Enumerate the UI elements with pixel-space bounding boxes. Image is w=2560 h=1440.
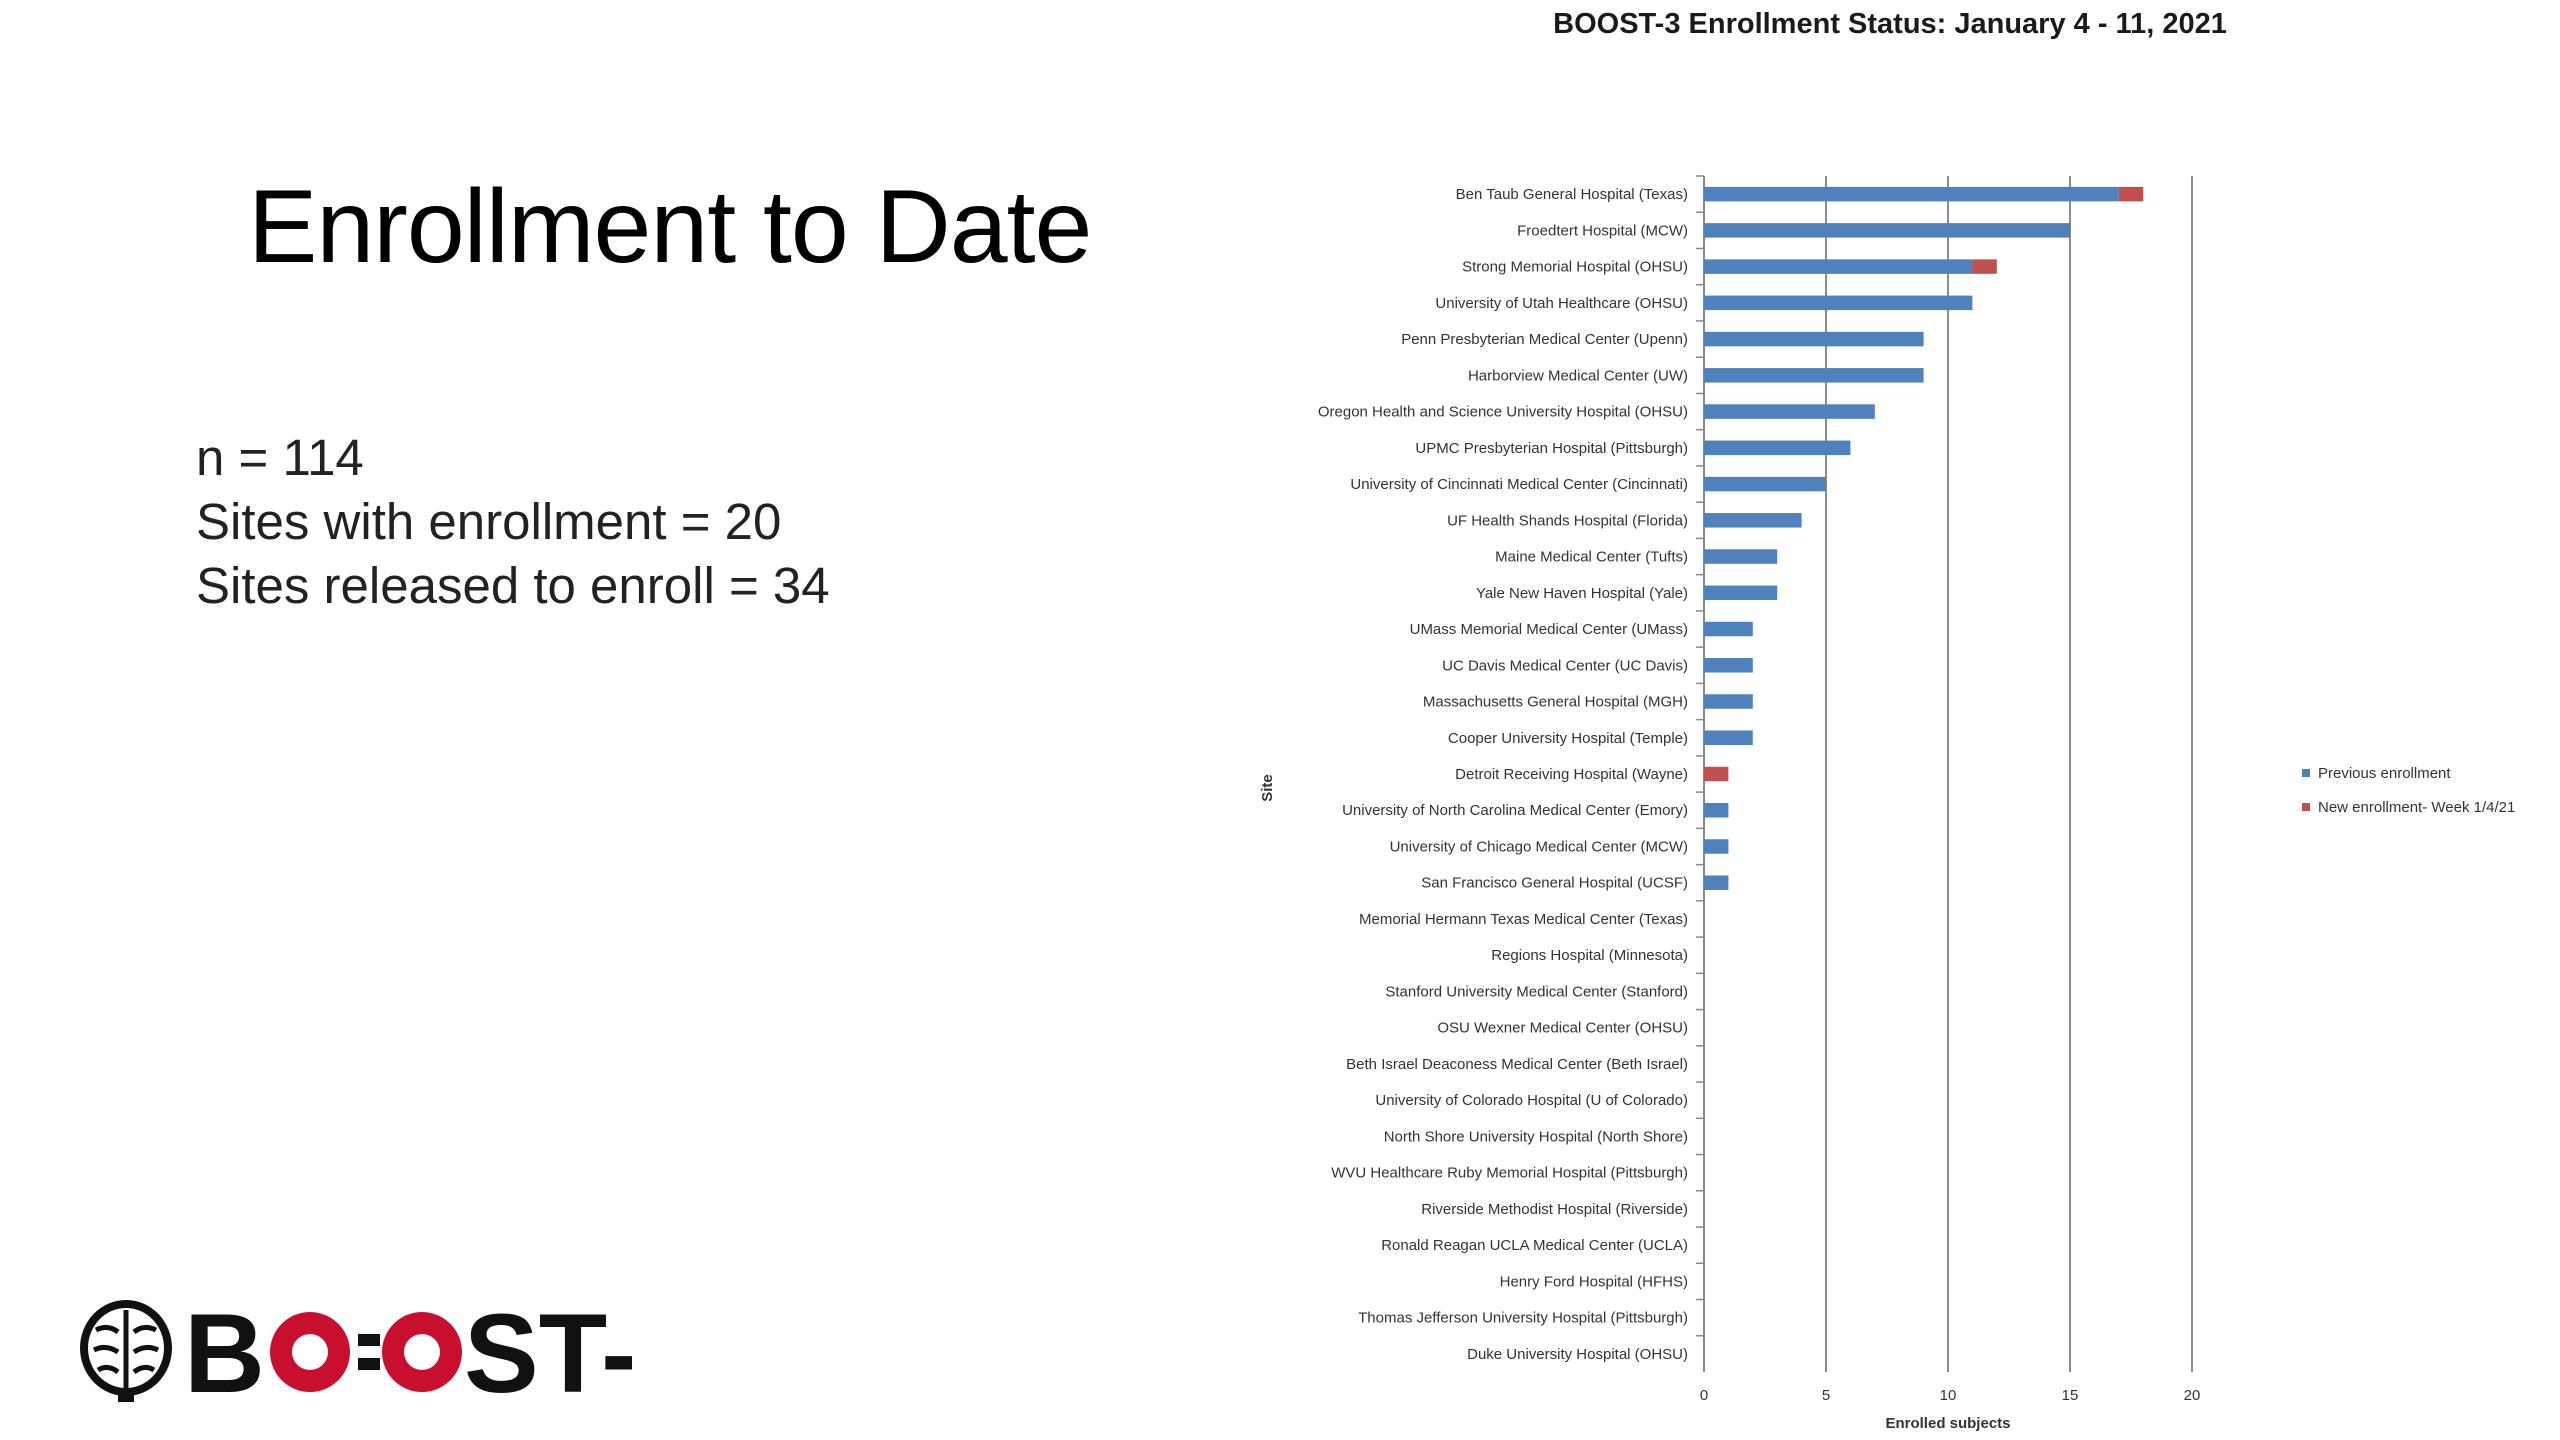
- category-label: Yale New Haven Hospital (Yale): [1476, 585, 1688, 602]
- y-axis-label: Site: [1259, 774, 1276, 802]
- category-label: University of Chicago Medical Center (MC…: [1390, 838, 1688, 855]
- category-label: University of Colorado Hospital (U of Co…: [1375, 1092, 1688, 1109]
- stat-sites-with-enrollment: Sites with enrollment = 20: [196, 493, 782, 550]
- boost3-logo-graphic: B ST-3: [80, 1291, 632, 1408]
- bar-previous: [1704, 440, 1851, 456]
- category-label: North Shore University Hospital (North S…: [1384, 1128, 1688, 1145]
- category-label: Henry Ford Hospital (HFHS): [1500, 1273, 1688, 1290]
- category-label: Thomas Jefferson University Hospital (Pi…: [1358, 1310, 1688, 1327]
- bar-previous: [1704, 730, 1753, 746]
- bar-previous: [1704, 549, 1778, 564]
- bar-previous: [1704, 295, 1973, 311]
- category-label: OSU Wexner Medical Center (OHSU): [1437, 1020, 1688, 1037]
- bar-previous: [1704, 331, 1924, 347]
- bar-previous: [1704, 621, 1753, 637]
- category-label: Riverside Methodist Hospital (Riverside): [1421, 1201, 1688, 1218]
- bar-previous: [1704, 259, 1973, 274]
- legend-label-new: New enrollment- Week 1/4/21: [2318, 798, 2516, 816]
- category-label: UMass Memorial Medical Center (UMass): [1410, 621, 1688, 638]
- svg-text:B: B: [184, 1291, 265, 1408]
- category-label: Stanford University Medical Center (Stan…: [1385, 983, 1688, 1000]
- category-label: UC Davis Medical Center (UC Davis): [1442, 657, 1688, 674]
- legend-item-previous: Previous enrollment: [2302, 756, 2515, 790]
- bar-previous: [1704, 223, 2070, 238]
- category-label: Regions Hospital (Minnesota): [1491, 947, 1688, 964]
- bar-previous: [1704, 802, 1729, 818]
- bar-previous: [1704, 839, 1729, 854]
- bar-new: [1704, 766, 1729, 782]
- chart-legend: Previous enrollment New enrollment- Week…: [2302, 756, 2515, 824]
- legend-swatch-previous: [2302, 769, 2310, 777]
- x-tick-label: 0: [1700, 1387, 1708, 1404]
- bar-new: [2118, 186, 2144, 202]
- category-label: Massachusetts General Hospital (MGH): [1423, 694, 1688, 711]
- stat-n: n = 114: [196, 429, 364, 486]
- bar-new: [1972, 259, 1997, 274]
- legend-item-new: New enrollment- Week 1/4/21: [2302, 790, 2515, 824]
- bar-previous: [1704, 585, 1778, 601]
- category-label: Ronald Reagan UCLA Medical Center (UCLA): [1381, 1237, 1688, 1254]
- bar-previous: [1704, 476, 1826, 492]
- category-label: University of Utah Healthcare (OHSU): [1435, 295, 1688, 312]
- category-label: Oregon Health and Science University Hos…: [1318, 404, 1688, 421]
- chart-title: BOOST-3 Enrollment Status: January 4 - 1…: [1553, 8, 2227, 40]
- category-label: Strong Memorial Hospital (OHSU): [1462, 259, 1688, 276]
- category-label: Beth Israel Deaconess Medical Center (Be…: [1346, 1056, 1688, 1073]
- category-label: Cooper University Hospital (Temple): [1448, 730, 1688, 747]
- category-label: Duke University Hospital (OHSU): [1467, 1346, 1688, 1363]
- bar-previous: [1704, 694, 1753, 709]
- legend-swatch-new: [2302, 803, 2310, 811]
- x-tick-label: 10: [1940, 1387, 1957, 1404]
- boost3-logo: B ST-3: [72, 1288, 632, 1408]
- category-label: Ben Taub General Hospital (Texas): [1456, 186, 1688, 203]
- category-label: Froedtert Hospital (MCW): [1517, 222, 1688, 239]
- category-label: University of North Carolina Medical Cen…: [1342, 802, 1688, 819]
- x-tick-label: 20: [2184, 1387, 2201, 1404]
- category-label: University of Cincinnati Medical Center …: [1350, 476, 1688, 493]
- bar-previous: [1704, 186, 2119, 202]
- x-tick-label: 5: [1822, 1387, 1830, 1404]
- legend-label-previous: Previous enrollment: [2318, 764, 2451, 782]
- slide-title: Enrollment to Date: [248, 169, 1092, 285]
- stat-sites-released: Sites released to enroll = 34: [196, 557, 830, 614]
- category-label: UF Health Shands Hospital (Florida): [1447, 512, 1688, 529]
- bar-previous: [1704, 658, 1753, 673]
- bar-previous: [1704, 513, 1802, 528]
- category-label: Penn Presbyterian Medical Center (Upenn): [1401, 331, 1688, 348]
- bar-previous: [1704, 404, 1875, 419]
- category-label: San Francisco General Hospital (UCSF): [1421, 875, 1688, 892]
- brain-icon: [80, 1300, 172, 1402]
- svg-text:ST-3: ST-3: [464, 1291, 632, 1408]
- category-label: Memorial Hermann Texas Medical Center (T…: [1359, 911, 1688, 928]
- bar-previous: [1704, 875, 1729, 890]
- category-label: Harborview Medical Center (UW): [1468, 367, 1688, 384]
- x-tick-label: 15: [2062, 1387, 2079, 1404]
- bar-previous: [1704, 368, 1924, 383]
- category-label: WVU Healthcare Ruby Memorial Hospital (P…: [1331, 1165, 1688, 1182]
- category-label: UPMC Presbyterian Hospital (Pittsburgh): [1415, 440, 1688, 457]
- stats-block: n = 114 Sites with enrollment = 20 Sites…: [196, 426, 830, 618]
- x-axis-label: Enrolled subjects: [1885, 1415, 2010, 1432]
- category-label: Maine Medical Center (Tufts): [1495, 549, 1688, 566]
- category-label: Detroit Receiving Hospital (Wayne): [1455, 766, 1688, 783]
